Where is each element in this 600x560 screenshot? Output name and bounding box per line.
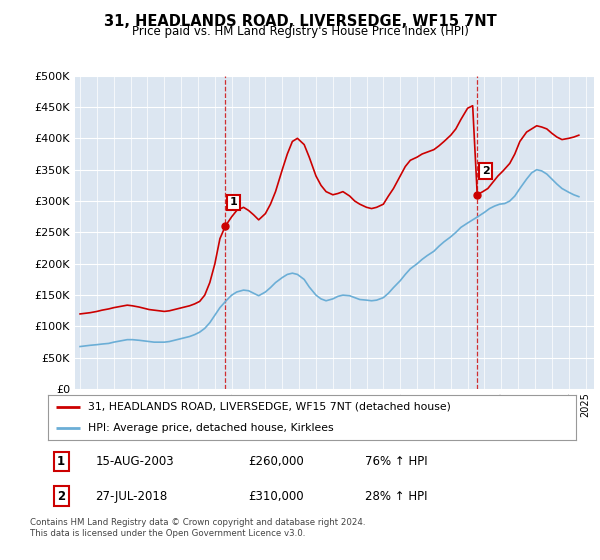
Text: This data is licensed under the Open Government Licence v3.0.: This data is licensed under the Open Gov… xyxy=(30,529,305,538)
Text: 1: 1 xyxy=(230,197,238,207)
Text: 15-AUG-2003: 15-AUG-2003 xyxy=(95,455,174,468)
Text: 31, HEADLANDS ROAD, LIVERSEDGE, WF15 7NT: 31, HEADLANDS ROAD, LIVERSEDGE, WF15 7NT xyxy=(104,14,496,29)
Text: 2: 2 xyxy=(482,166,490,176)
Text: 28% ↑ HPI: 28% ↑ HPI xyxy=(365,490,427,503)
Text: 2: 2 xyxy=(57,490,65,503)
Text: £260,000: £260,000 xyxy=(248,455,304,468)
Text: Price paid vs. HM Land Registry's House Price Index (HPI): Price paid vs. HM Land Registry's House … xyxy=(131,25,469,38)
Text: Contains HM Land Registry data © Crown copyright and database right 2024.: Contains HM Land Registry data © Crown c… xyxy=(30,518,365,527)
Text: HPI: Average price, detached house, Kirklees: HPI: Average price, detached house, Kirk… xyxy=(88,422,333,432)
Text: 31, HEADLANDS ROAD, LIVERSEDGE, WF15 7NT (detached house): 31, HEADLANDS ROAD, LIVERSEDGE, WF15 7NT… xyxy=(88,402,451,412)
Text: 76% ↑ HPI: 76% ↑ HPI xyxy=(365,455,427,468)
Text: £310,000: £310,000 xyxy=(248,490,304,503)
Text: 1: 1 xyxy=(57,455,65,468)
Text: 27-JUL-2018: 27-JUL-2018 xyxy=(95,490,168,503)
